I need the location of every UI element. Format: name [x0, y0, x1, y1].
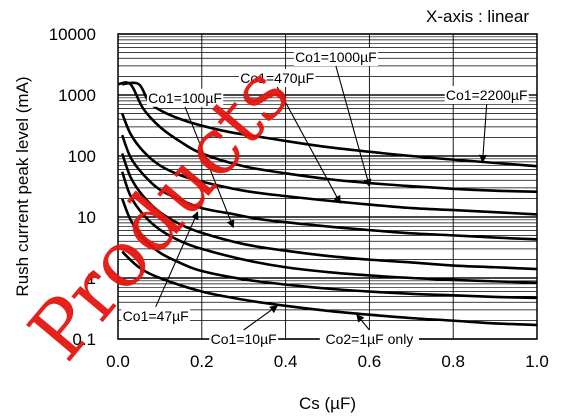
y-axis-title: Rush current peak level (mA)	[13, 76, 32, 296]
annotation-label: Co2=1µF only	[325, 331, 413, 347]
y-tick-label: 10	[77, 208, 96, 227]
series-line-1	[122, 81, 538, 168]
y-tick-label: 1	[87, 269, 96, 288]
tick-label-layer: 0.0 0.2 0.4 0.6 0.8 1.0 0.1 1 10 100 1000 10000	[49, 25, 549, 371]
annotation-layer: Co1=1000µF Co1=470µF Co1=2200µF Co1=100µF Co…	[121, 47, 529, 348]
x-tick-label: 0.8	[441, 352, 465, 371]
x-axis-title: Cs (µF)	[299, 394, 356, 413]
x-tick-label: 0.4	[274, 352, 298, 371]
series-line-6	[120, 171, 538, 284]
annotation-label-background	[239, 68, 316, 87]
y-tick-label: 10000	[49, 25, 96, 44]
annotation-label: Co1=100µF	[148, 90, 222, 106]
annotation-arrow	[184, 106, 235, 229]
series-layer	[117, 81, 538, 327]
y-tick-label: 1000	[58, 86, 96, 105]
y-tick-label: 0.1	[72, 330, 96, 349]
annotation-label: Co1=1000µF	[295, 49, 377, 65]
x-tick-label: 0.0	[106, 352, 130, 371]
annotation-label-background	[293, 47, 378, 66]
annotation-arrow	[155, 211, 199, 308]
series-line-8	[121, 250, 538, 327]
annotation-label-background	[319, 330, 419, 348]
series-line-3	[120, 112, 538, 216]
x-tick-label: 0.6	[358, 352, 382, 371]
series-line-7	[120, 198, 538, 300]
annotation-label: Co1=470µF	[240, 70, 314, 86]
annotation-arrow	[243, 305, 279, 331]
annotation-arrow	[479, 103, 488, 163]
annotation-arrow	[335, 65, 372, 188]
x-tick-label: 1.0	[525, 352, 549, 371]
annotation-label-background	[121, 306, 191, 325]
annotation-label: Co1=47µF	[123, 308, 189, 324]
annotation-label-background	[146, 88, 224, 107]
x-tick-label: 0.2	[190, 352, 214, 371]
series-line-4	[120, 134, 538, 241]
annotation-label-background	[209, 330, 279, 348]
series-line-2	[117, 81, 538, 193]
annotation-label: Co1=2200µF	[446, 87, 528, 103]
y-tick-label: 100	[68, 147, 96, 166]
annotation-label: Co1=10µF	[211, 331, 277, 347]
annotation-arrow	[356, 313, 370, 331]
annotation-label-background	[444, 86, 529, 104]
annotation-arrow	[276, 86, 341, 204]
series-line-5	[120, 153, 538, 271]
x-axis-scale-note: X-axis : linear	[426, 7, 529, 26]
